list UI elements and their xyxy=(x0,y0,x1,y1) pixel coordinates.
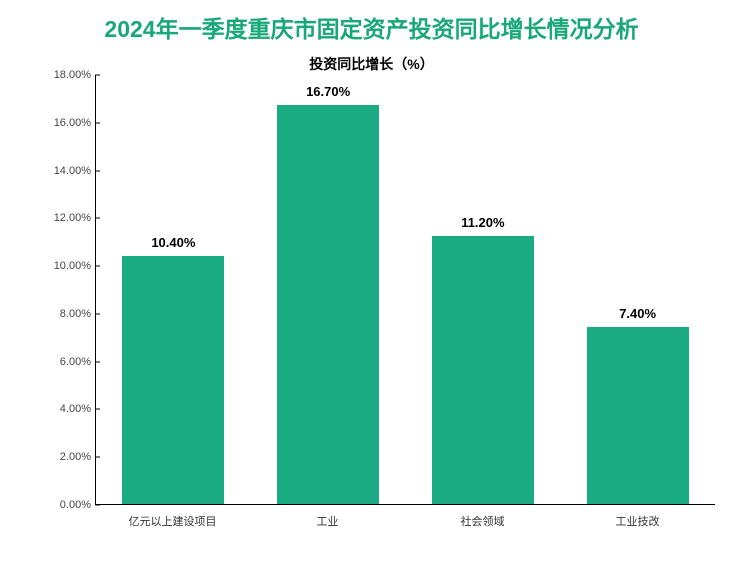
y-tick-label: 2.00% xyxy=(60,451,91,463)
bar-slot: 7.40% xyxy=(560,75,715,504)
chart-container: 2024年一季度重庆市固定资产投资同比增长情况分析 投资同比增长（%） 0.00… xyxy=(0,0,743,569)
y-tick-label: 14.00% xyxy=(54,165,91,177)
plot-area: 10.40% 16.70% 11.20% 7.40% xyxy=(95,75,715,505)
bar-slot: 10.40% xyxy=(96,75,251,504)
x-tick-label: 工业 xyxy=(250,507,405,529)
y-axis: 0.00%2.00%4.00%6.00%8.00%10.00%12.00%14.… xyxy=(35,75,95,505)
y-tick-label: 6.00% xyxy=(60,356,91,368)
bar xyxy=(432,236,534,504)
bar-value-label: 7.40% xyxy=(619,306,656,321)
y-tick-label: 12.00% xyxy=(54,212,91,224)
x-tick-label: 亿元以上建设项目 xyxy=(95,507,250,529)
bar xyxy=(277,105,379,504)
y-tick-label: 10.00% xyxy=(54,260,91,272)
y-tick-label: 8.00% xyxy=(60,308,91,320)
bar xyxy=(587,327,689,504)
y-tick-label: 4.00% xyxy=(60,403,91,415)
bar xyxy=(122,256,224,504)
y-tick-label: 0.00% xyxy=(60,499,91,511)
y-tick-label: 16.00% xyxy=(54,117,91,129)
bar-slot: 16.70% xyxy=(251,75,406,504)
main-title: 2024年一季度重庆市固定资产投资同比增长情况分析 xyxy=(0,0,743,44)
bar-value-label: 16.70% xyxy=(306,84,350,99)
bar-value-label: 11.20% xyxy=(461,215,504,230)
bar-slot: 11.20% xyxy=(406,75,561,504)
x-tick-label: 社会领域 xyxy=(405,507,560,529)
bars-group: 10.40% 16.70% 11.20% 7.40% xyxy=(96,75,715,504)
y-tick-label: 18.00% xyxy=(54,69,91,81)
chart-area: 0.00% 2.00% 4.00% 6.00% 8.00% 10.00% 12.00% 14.… xyxy=(35,75,725,540)
bar-value-label: 10.40% xyxy=(151,235,195,250)
x-axis-labels: 亿元以上建设项目工业社会领域工业技改 xyxy=(95,507,715,529)
sub-title: 投资同比增长（%） xyxy=(0,54,743,74)
x-tick-label: 工业技改 xyxy=(560,507,715,529)
